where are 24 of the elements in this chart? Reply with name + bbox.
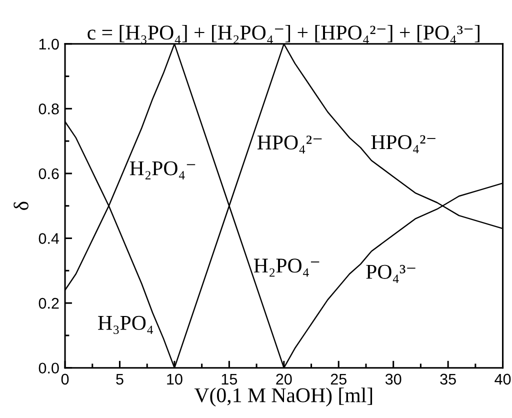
series-label: PO₄³⁻ [366,264,416,283]
y-axis-title: δ [14,202,28,210]
series-label: HPO₄²⁻ [257,136,322,154]
chart-title: c = [H₃PO₄] + [H₂PO₄⁻] + [HPO₄²⁻] + [PO₄³⁻] [88,24,480,44]
y-tick-label: 0.2 [38,298,59,309]
x-tick-label: 20 [276,374,292,385]
x-tick-label: 0 [61,374,69,385]
x-tick-label: 15 [222,374,238,385]
y-tick-label: 0.0 [38,362,59,374]
x-tick-label: 30 [385,374,402,385]
x-tick-label: 35 [440,374,456,385]
y-tick-label: 0.6 [38,168,59,180]
y-tick-label: 0.8 [38,104,59,114]
x-tick-label: 25 [330,374,346,385]
text: HPO₄²⁻ [371,135,436,154]
y-tick-label: 1.0 [39,38,59,50]
x-tick-label: 10 [167,374,182,385]
series-label: H₂PO₄⁻ [254,258,320,277]
x-tick-label: 5 [116,374,124,385]
x-tick-label: 40 [494,374,511,385]
series-label: H₃PO₄ [98,316,153,334]
x-axis-title: V(0,1 M NaOH) [ml] [194,388,372,407]
text: H₂PO₄⁻ [130,161,196,180]
y-tick-label: 0.4 [38,233,60,244]
